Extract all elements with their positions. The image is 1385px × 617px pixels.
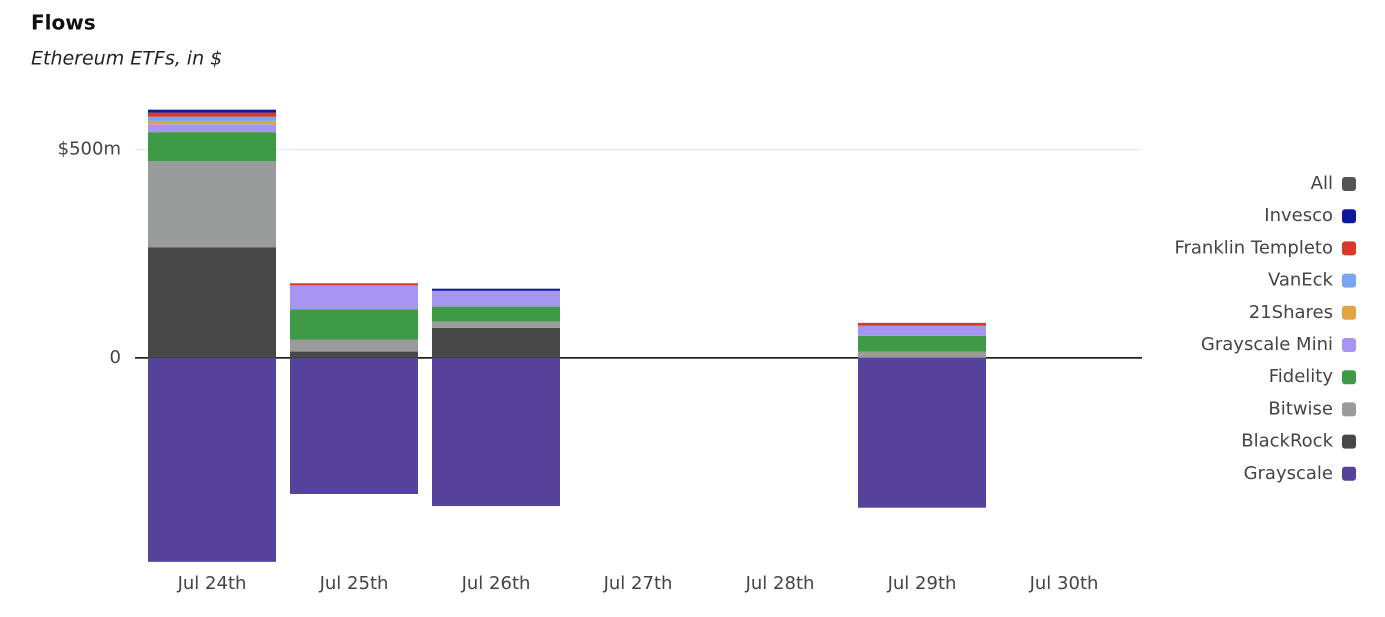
legend-label: Bitwise (1268, 398, 1333, 419)
bar-segment (290, 351, 418, 358)
y-tick-label: $500m (58, 139, 121, 160)
legend-label: Grayscale Mini (1201, 334, 1333, 355)
bar-segment (432, 327, 560, 358)
x-tick-label: Jul 27th (603, 573, 673, 594)
legend-label: 21Shares (1249, 302, 1333, 323)
bar-segment (148, 109, 276, 113)
bar-segment (148, 357, 276, 562)
legend-label: Fidelity (1269, 366, 1334, 387)
x-tick-label: Jul 26th (461, 573, 531, 594)
x-tick-label: Jul 28th (745, 573, 815, 594)
legend-swatch (1342, 434, 1356, 449)
legend-label: All (1311, 173, 1333, 194)
bar-segment (290, 283, 418, 286)
bar-segment (858, 335, 986, 352)
bar-segment (148, 116, 276, 121)
legend-swatch (1342, 370, 1356, 385)
bar-segment (148, 120, 276, 125)
legend-label: BlackRock (1241, 431, 1333, 452)
chart-subtitle: Ethereum ETFs, in $ (31, 48, 222, 70)
bar-segment (432, 290, 560, 307)
bar-segment (858, 325, 986, 336)
bar-segment (148, 161, 276, 248)
bar-segment (858, 351, 986, 358)
legend-label: Invesco (1264, 205, 1333, 226)
legend-label: Grayscale (1244, 463, 1333, 484)
chart-title: Flows (31, 11, 96, 35)
legend-swatch (1342, 241, 1356, 256)
x-tick-label: Jul 30th (1029, 573, 1099, 594)
bar-segment (858, 357, 986, 508)
legend-swatch (1342, 338, 1356, 352)
bar-segment (858, 322, 986, 326)
legend-swatch (1342, 402, 1356, 417)
bar-segment (148, 247, 276, 358)
bar-segment (432, 306, 560, 322)
legend-label: VanEck (1268, 270, 1334, 291)
bar-segment (290, 309, 418, 340)
legend-swatch (1342, 273, 1356, 288)
bar-segment (148, 112, 276, 117)
bar-segment (432, 357, 560, 507)
bar-segment (290, 285, 418, 310)
bar-segment (290, 339, 418, 352)
y-tick-label: 0 (110, 347, 121, 368)
x-tick-label: Jul 29th (887, 573, 957, 594)
bar-segment (148, 124, 276, 133)
legend-swatch (1342, 209, 1356, 224)
legend-label: Franklin Templeto (1174, 237, 1333, 258)
bar-segment (290, 357, 418, 494)
x-tick-label: Jul 25th (319, 573, 389, 594)
bar-segment (148, 132, 276, 162)
bar-segment (432, 321, 560, 328)
bar-segment (432, 288, 560, 291)
legend-swatch (1342, 177, 1356, 191)
legend-swatch (1342, 305, 1356, 320)
legend-swatch (1342, 466, 1356, 481)
x-tick-label: Jul 24th (177, 573, 247, 594)
